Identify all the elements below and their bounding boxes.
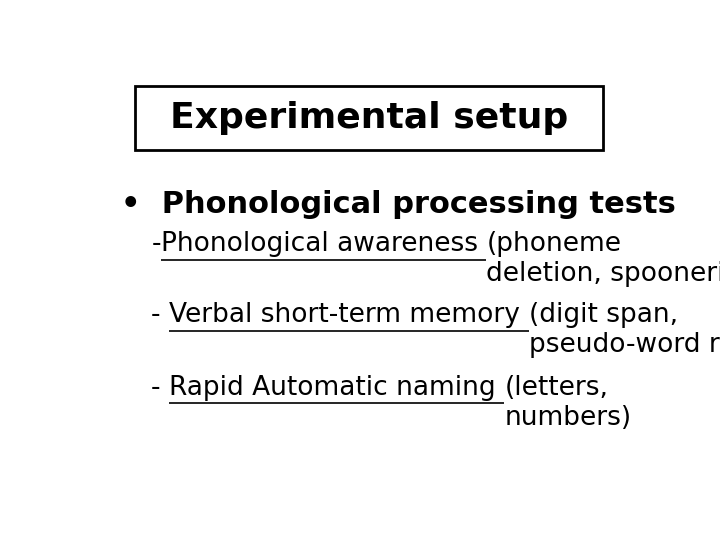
Text: Phonological awareness: Phonological awareness (161, 231, 486, 257)
Text: (digit span,
pseudo-word repetition): (digit span, pseudo-word repetition) (528, 302, 720, 358)
Text: -: - (151, 231, 161, 257)
Text: (phoneme
deletion, spoonerism): (phoneme deletion, spoonerism) (486, 231, 720, 287)
Text: Experimental setup: Experimental setup (170, 101, 568, 135)
Text: •  Phonological processing tests: • Phonological processing tests (121, 190, 675, 219)
Text: Verbal short-term memory: Verbal short-term memory (169, 302, 528, 328)
Text: -: - (151, 302, 169, 328)
Text: -: - (151, 375, 169, 401)
Text: Rapid Automatic naming: Rapid Automatic naming (169, 375, 504, 401)
FancyBboxPatch shape (135, 85, 603, 150)
Text: (letters,
numbers): (letters, numbers) (504, 375, 631, 430)
